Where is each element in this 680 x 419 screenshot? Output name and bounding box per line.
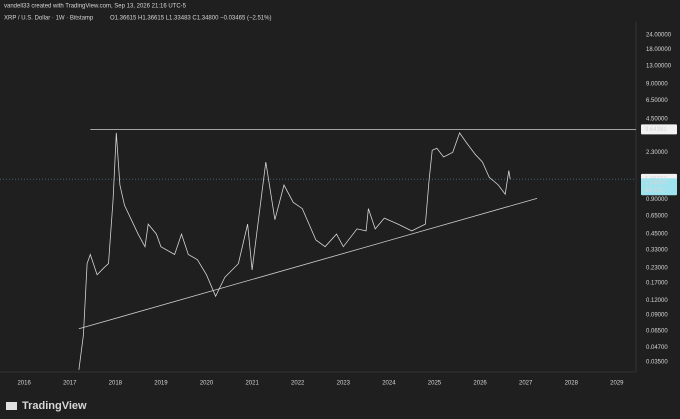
credit: vandell33 created with TradingView.com, … — [4, 4, 187, 10]
x-tick-label: 2018 — [109, 381, 123, 387]
y-tick-label: 0.17000 — [646, 280, 668, 286]
x-tick-label: 2027 — [519, 381, 533, 387]
ohlc: O1.36615 H1.36615 L1.33483 C1.34800 −0.0… — [110, 16, 271, 22]
chart-title: XRP / U.S. Dollar · 1W · Bitstamp — [4, 16, 94, 22]
x-tick-label: 2022 — [291, 381, 305, 387]
y-tick-label: 0.06500 — [646, 329, 668, 335]
y-tick-label: 0.65000 — [646, 213, 668, 219]
y-tick-label: 13.00000 — [646, 63, 672, 69]
y-tick-label: 2.30000 — [646, 150, 668, 156]
last-price-box — [641, 178, 677, 196]
x-tick-label: 2016 — [17, 381, 31, 387]
x-tick-label: 2025 — [428, 381, 442, 387]
y-tick-label: 0.03500 — [646, 360, 668, 366]
resistance-tag: 3.64381 — [645, 127, 667, 133]
y-tick-label: 0.90000 — [646, 197, 668, 203]
x-tick-label: 2019 — [154, 381, 168, 387]
x-tick-label: 2017 — [63, 381, 77, 387]
x-tick-label: 2020 — [200, 381, 214, 387]
y-tick-label: 0.33000 — [646, 247, 668, 253]
logo-icon — [6, 402, 17, 410]
price-line-series — [78, 132, 511, 370]
y-tick-label: 0.45000 — [646, 232, 668, 238]
x-tick-label: 2021 — [245, 381, 259, 387]
x-tick-label: 2029 — [610, 381, 624, 387]
resistance-tag-box — [641, 124, 677, 135]
y-tick-label: 9.00000 — [646, 82, 668, 88]
y-tick-label: 0.12000 — [646, 298, 668, 304]
trend-line — [78, 197, 538, 330]
y-tick-label: 0.09000 — [646, 312, 668, 318]
x-tick-label: 2028 — [565, 381, 579, 387]
y-tick-label: 0.04700 — [646, 345, 668, 351]
countdown: 6d 22h — [645, 188, 663, 194]
x-tick-label: 2026 — [473, 381, 487, 387]
x-tick-label: 2023 — [337, 381, 351, 387]
y-tick-label: 24.00000 — [646, 33, 672, 39]
last-price-tag: 1.34800 — [645, 180, 667, 186]
y-tick-label: 4.50000 — [646, 116, 668, 122]
y-tick-label: 0.23000 — [646, 265, 668, 271]
logo: TradingView — [6, 400, 87, 412]
brand: TradingView — [22, 400, 87, 412]
y-tick-label: 18.00000 — [646, 47, 672, 53]
y-tick-label: 6.50000 — [646, 98, 668, 104]
x-tick-label: 2024 — [382, 381, 396, 387]
